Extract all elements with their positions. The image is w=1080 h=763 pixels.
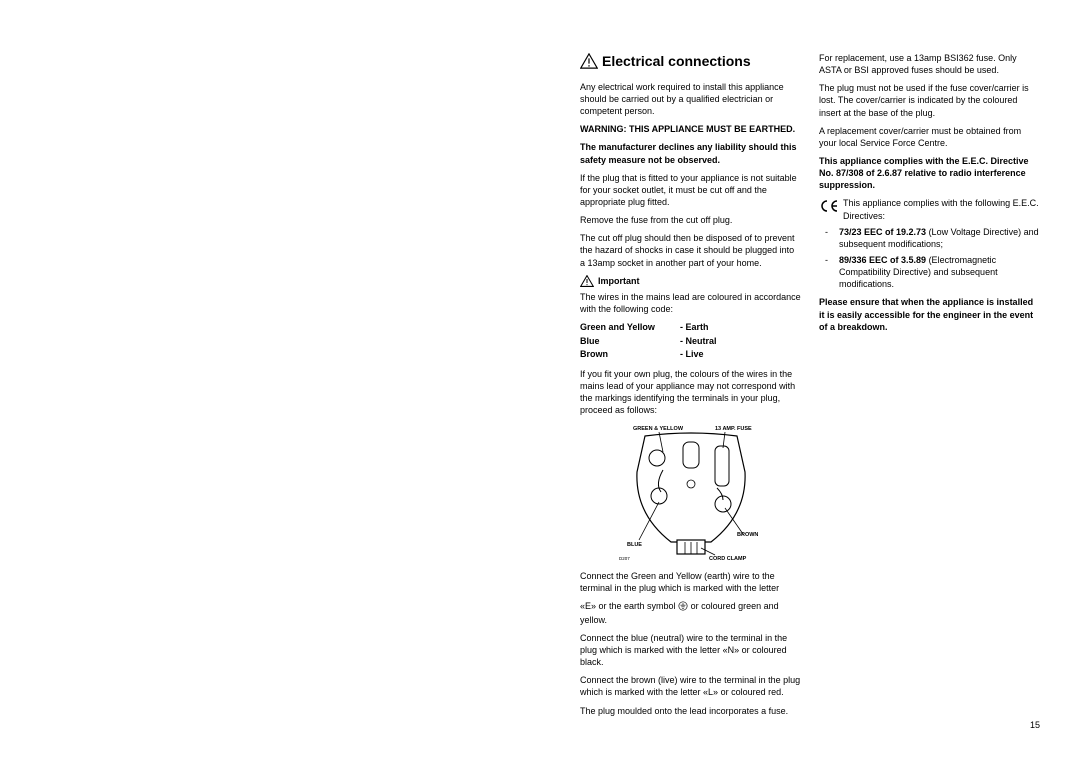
ce-compliance-row: This appliance complies with the followi… <box>819 197 1040 221</box>
plug-wiring-diagram: GREEN & YELLOW 13 AMP. FUSE <box>580 422 801 562</box>
important-label: Important <box>598 275 640 287</box>
directive-item: 73/23 EEC of 19.2.73 (Low Voltage Direct… <box>831 226 1040 250</box>
earthed-warning: WARNING: THIS APPLIANCE MUST BE EARTHED. <box>580 123 801 135</box>
left-column: Electrical connections Any electrical wo… <box>580 52 801 723</box>
connect-earth-line: «E» or the earth symbol or coloured gree… <box>580 600 801 625</box>
manual-page: Electrical connections Any electrical wo… <box>580 52 1040 723</box>
diagram-label-fuse: 13 AMP. FUSE <box>715 426 752 432</box>
remove-fuse-text: Remove the fuse from the cut off plug. <box>580 214 801 226</box>
warning-icon <box>580 53 598 69</box>
content-columns: Electrical connections Any electrical wo… <box>580 52 1040 723</box>
right-column: For replacement, use a 13amp BSI362 fuse… <box>819 52 1040 723</box>
cover-replace: A replacement cover/carrier must be obta… <box>819 125 1040 149</box>
important-subhead: Important <box>580 275 801 287</box>
connect-brown: Connect the brown (live) wire to the ter… <box>580 674 801 698</box>
connect-earth-a: Connect the Green and Yellow (earth) wir… <box>580 570 801 594</box>
section-heading: Electrical connections <box>580 52 801 71</box>
dispose-text: The cut off plug should then be disposed… <box>580 232 801 268</box>
accessibility-notice: Please ensure that when the appliance is… <box>819 296 1040 332</box>
diagram-label-brown: BROWN <box>737 532 758 538</box>
ce-mark-icon <box>819 197 839 218</box>
wire-label: Blue <box>580 335 680 349</box>
ce-text: This appliance complies with the followi… <box>843 197 1040 221</box>
wire-color-table: Green and Yellow - Earth Blue - Neutral … <box>580 321 801 362</box>
directive-list: 73/23 EEC of 19.2.73 (Low Voltage Direct… <box>819 226 1040 291</box>
directive-bold: 73/23 EEC of 19.2.73 <box>839 227 926 237</box>
wire-row: Brown - Live <box>580 348 801 362</box>
own-plug-text: If you fit your own plug, the colours of… <box>580 368 801 417</box>
plug-fit-text: If the plug that is fitted to your appli… <box>580 172 801 208</box>
intro-text: Any electrical work required to install … <box>580 81 801 117</box>
liability-text: The manufacturer declines any liability … <box>580 141 801 165</box>
wire-value: - Live <box>680 348 704 362</box>
connect-blue: Connect the blue (neutral) wire to the t… <box>580 632 801 668</box>
cover-lost: The plug must not be used if the fuse co… <box>819 82 1040 118</box>
wire-row: Green and Yellow - Earth <box>580 321 801 335</box>
warning-icon <box>580 275 594 287</box>
diagram-label-gy: GREEN & YELLOW <box>633 426 684 432</box>
wire-row: Blue - Neutral <box>580 335 801 349</box>
directive-item: 89/336 EEC of 3.5.89 (Electromagnetic Co… <box>831 254 1040 290</box>
wire-label: Brown <box>580 348 680 362</box>
diagram-label-blue: BLUE <box>627 542 642 548</box>
heading-text: Electrical connections <box>602 52 751 71</box>
connect-earth-b: «E» or the earth symbol <box>580 601 678 611</box>
moulded-fuse: The plug moulded onto the lead incorpora… <box>580 705 801 717</box>
replacement-fuse: For replacement, use a 13amp BSI362 fuse… <box>819 52 1040 76</box>
wires-intro: The wires in the mains lead are coloured… <box>580 291 801 315</box>
diagram-ref: D207 <box>619 556 630 561</box>
diagram-label-clamp: CORD CLAMP <box>709 556 747 562</box>
wire-value: - Earth <box>680 321 709 335</box>
page-number: 15 <box>1030 719 1040 731</box>
eec-compliance: This appliance complies with the E.E.C. … <box>819 155 1040 191</box>
earth-symbol-icon <box>678 601 688 614</box>
wire-value: - Neutral <box>680 335 717 349</box>
directive-bold: 89/336 EEC of 3.5.89 <box>839 255 926 265</box>
wire-label: Green and Yellow <box>580 321 680 335</box>
